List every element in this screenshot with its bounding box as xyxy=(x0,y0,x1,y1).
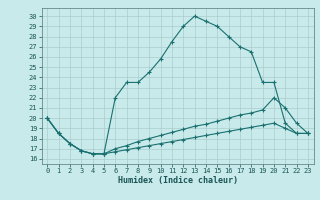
X-axis label: Humidex (Indice chaleur): Humidex (Indice chaleur) xyxy=(118,176,237,185)
